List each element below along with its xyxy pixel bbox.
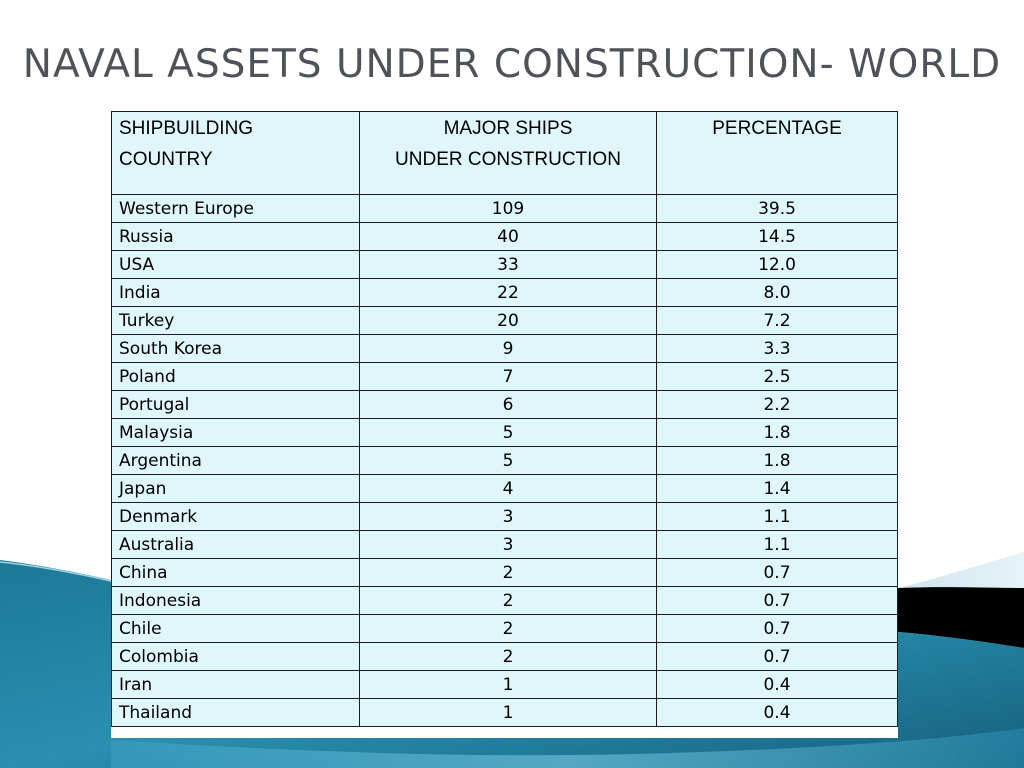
table-row: USA 33 12.0 xyxy=(111,250,898,279)
percentage-cell: 0.7 xyxy=(656,558,898,587)
header-line: MAJOR SHIPS xyxy=(443,118,573,139)
header-line: PERCENTAGE xyxy=(712,118,842,139)
table-row: Portugal 6 2.2 xyxy=(111,390,898,419)
ships-cell: 5 xyxy=(359,446,657,475)
table-body: Western Europe 109 39.5 Russia 40 14.5 USA 33 12… xyxy=(111,194,898,727)
table-row: Poland 7 2.5 xyxy=(111,362,898,391)
country-cell: Malaysia xyxy=(111,418,360,447)
table-row: Japan 4 1.4 xyxy=(111,474,898,503)
country-cell: Denmark xyxy=(111,502,360,531)
ships-cell: 1 xyxy=(359,698,657,727)
country-cell: Japan xyxy=(111,474,360,503)
country-cell: Thailand xyxy=(111,698,360,727)
table-row: Indonesia 2 0.7 xyxy=(111,586,898,615)
percentage-cell: 1.1 xyxy=(656,502,898,531)
table-row: South Korea 9 3.3 xyxy=(111,334,898,363)
ships-cell: 5 xyxy=(359,418,657,447)
percentage-cell: 1.4 xyxy=(656,474,898,503)
table-row: Colombia 2 0.7 xyxy=(111,642,898,671)
ships-cell: 2 xyxy=(359,642,657,671)
ships-cell: 2 xyxy=(359,614,657,643)
table-row: China 2 0.7 xyxy=(111,558,898,587)
percentage-cell: 3.3 xyxy=(656,334,898,363)
pale-wave-band xyxy=(898,552,1024,590)
country-cell: Iran xyxy=(111,670,360,699)
header-major-ships: MAJOR SHIPS UNDER CONSTRUCTION xyxy=(359,111,657,195)
table-row: Thailand 1 0.4 xyxy=(111,698,898,727)
country-cell: Indonesia xyxy=(111,586,360,615)
country-cell: Argentina xyxy=(111,446,360,475)
table-row: Turkey 20 7.2 xyxy=(111,306,898,335)
ships-cell: 3 xyxy=(359,502,657,531)
table-row: Malaysia 5 1.8 xyxy=(111,418,898,447)
country-cell: India xyxy=(111,278,360,307)
light-teal-streak xyxy=(111,728,1024,768)
header-line: SHIPBUILDING xyxy=(119,118,254,139)
ships-cell: 9 xyxy=(359,334,657,363)
country-cell: Colombia xyxy=(111,642,360,671)
country-cell: Turkey xyxy=(111,306,360,335)
ships-cell: 20 xyxy=(359,306,657,335)
percentage-cell: 12.0 xyxy=(656,250,898,279)
ships-cell: 40 xyxy=(359,222,657,251)
percentage-cell: 2.5 xyxy=(656,362,898,391)
table-row: Russia 40 14.5 xyxy=(111,222,898,251)
percentage-cell: 0.4 xyxy=(656,698,898,727)
percentage-cell: 0.7 xyxy=(656,642,898,671)
country-cell: Portugal xyxy=(111,390,360,419)
country-cell: Russia xyxy=(111,222,360,251)
ships-cell: 22 xyxy=(359,278,657,307)
black-wave-band xyxy=(898,587,1024,648)
country-cell: Australia xyxy=(111,530,360,559)
table-row: Argentina 5 1.8 xyxy=(111,446,898,475)
naval-assets-table: SHIPBUILDING COUNTRY MAJOR SHIPS UNDER C… xyxy=(111,111,898,727)
percentage-cell: 1.8 xyxy=(656,446,898,475)
table-row: Iran 1 0.4 xyxy=(111,670,898,699)
percentage-cell: 14.5 xyxy=(656,222,898,251)
table-header-row: SHIPBUILDING COUNTRY MAJOR SHIPS UNDER C… xyxy=(111,111,898,195)
percentage-cell: 0.7 xyxy=(656,614,898,643)
header-line: UNDER CONSTRUCTION xyxy=(395,149,621,170)
ships-cell: 2 xyxy=(359,558,657,587)
ships-cell: 6 xyxy=(359,390,657,419)
ships-cell: 7 xyxy=(359,362,657,391)
percentage-cell: 1.1 xyxy=(656,530,898,559)
table-row: Australia 3 1.1 xyxy=(111,530,898,559)
ships-cell: 1 xyxy=(359,670,657,699)
ships-cell: 33 xyxy=(359,250,657,279)
percentage-cell: 39.5 xyxy=(656,194,898,223)
ships-cell: 2 xyxy=(359,586,657,615)
country-cell: USA xyxy=(111,250,360,279)
percentage-cell: 7.2 xyxy=(656,306,898,335)
header-line: COUNTRY xyxy=(119,149,213,170)
percentage-cell: 1.8 xyxy=(656,418,898,447)
table-row: Denmark 3 1.1 xyxy=(111,502,898,531)
table-row: Chile 2 0.7 xyxy=(111,614,898,643)
ships-cell: 4 xyxy=(359,474,657,503)
percentage-cell: 8.0 xyxy=(656,278,898,307)
percentage-cell: 0.7 xyxy=(656,586,898,615)
table-row: Western Europe 109 39.5 xyxy=(111,194,898,223)
percentage-cell: 2.2 xyxy=(656,390,898,419)
header-shipbuilding-country: SHIPBUILDING COUNTRY xyxy=(111,111,360,195)
wave-highlight-line xyxy=(0,561,112,582)
percentage-cell: 0.4 xyxy=(656,670,898,699)
slide-title: NAVAL ASSETS UNDER CONSTRUCTION- WORLD xyxy=(22,42,1002,87)
country-cell: Chile xyxy=(111,614,360,643)
country-cell: Western Europe xyxy=(111,194,360,223)
country-cell: Poland xyxy=(111,362,360,391)
country-cell: South Korea xyxy=(111,334,360,363)
ships-cell: 109 xyxy=(359,194,657,223)
country-cell: China xyxy=(111,558,360,587)
table-row: India 22 8.0 xyxy=(111,278,898,307)
header-percentage: PERCENTAGE xyxy=(656,111,898,195)
ships-cell: 3 xyxy=(359,530,657,559)
